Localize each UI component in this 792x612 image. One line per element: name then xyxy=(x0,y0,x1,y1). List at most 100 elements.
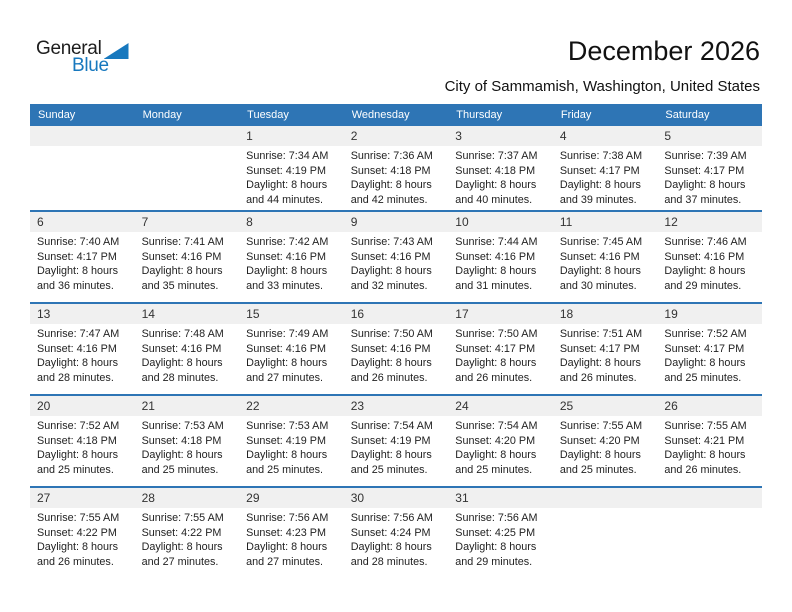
day-detail: Sunrise: 7:36 AM Sunset: 4:18 PM Daylight:… xyxy=(344,146,449,208)
day-number: 26 xyxy=(657,396,762,416)
day-number: 28 xyxy=(134,488,240,508)
sunset-text: Sunset: 4:22 PM xyxy=(141,526,222,539)
day-detail: Sunrise: 7:41 AM Sunset: 4:16 PM Daylight:… xyxy=(135,232,240,294)
calendar-day-cell-empty xyxy=(30,126,135,210)
calendar-weeks-container: 1 Sunrise: 7:34 AM Sunset: 4:19 PM Daylight… xyxy=(30,126,762,578)
calendar-day-cell-17: 17 Sunrise: 7:50 AM Sunset: 4:17 PM Dayligh… xyxy=(448,304,553,394)
calendar-day-cell-21: 21 Sunrise: 7:53 AM Sunset: 4:18 PM Dayligh… xyxy=(134,396,240,486)
calendar-day-cell-22: 22 Sunrise: 7:53 AM Sunset: 4:19 PM Dayligh… xyxy=(239,396,344,486)
sunrise-text: Sunrise: 7:53 AM xyxy=(141,420,224,432)
sunrise-text: Sunrise: 7:50 AM xyxy=(350,328,433,340)
sunrise-text: Sunrise: 7:55 AM xyxy=(664,420,747,432)
sunrise-text: Sunrise: 7:37 AM xyxy=(455,150,538,162)
calendar-day-cell-20: 20 Sunrise: 7:52 AM Sunset: 4:18 PM Dayligh… xyxy=(30,396,135,486)
day-number: 25 xyxy=(552,396,658,416)
sunset-text: Sunset: 4:16 PM xyxy=(350,250,431,263)
calendar-week-row: 20 Sunrise: 7:52 AM Sunset: 4:18 PM Dayligh… xyxy=(30,394,762,486)
daylight-text: Daylight: 8 hours and 26 minutes. xyxy=(559,357,641,385)
day-detail: Sunrise: 7:50 AM Sunset: 4:16 PM Daylight:… xyxy=(344,324,449,386)
logo-text-general: General xyxy=(36,38,102,59)
daylight-text: Daylight: 8 hours and 26 minutes. xyxy=(664,449,746,477)
day-detail: Sunrise: 7:51 AM Sunset: 4:17 PM Daylight:… xyxy=(553,324,658,386)
calendar-day-cell-14: 14 Sunrise: 7:48 AM Sunset: 4:16 PM Dayligh… xyxy=(134,304,240,394)
daylight-text: Daylight: 8 hours and 27 minutes. xyxy=(141,541,223,569)
sunrise-text: Sunrise: 7:49 AM xyxy=(246,328,329,340)
calendar-day-cell-7: 7 Sunrise: 7:41 AM Sunset: 4:16 PM Daylight… xyxy=(134,212,240,302)
day-detail: Sunrise: 7:47 AM Sunset: 4:16 PM Daylight:… xyxy=(30,324,135,386)
day-number xyxy=(134,126,240,146)
sunrise-text: Sunrise: 7:42 AM xyxy=(246,236,329,248)
daylight-text: Daylight: 8 hours and 39 minutes. xyxy=(559,179,641,207)
daylight-text: Daylight: 8 hours and 35 minutes. xyxy=(141,265,223,293)
daylight-text: Daylight: 8 hours and 32 minutes. xyxy=(350,265,432,293)
calendar-day-cell-29: 29 Sunrise: 7:56 AM Sunset: 4:23 PM Dayligh… xyxy=(239,488,344,578)
calendar-week-row: 1 Sunrise: 7:34 AM Sunset: 4:19 PM Daylight… xyxy=(30,126,762,210)
sunset-text: Sunset: 4:16 PM xyxy=(246,342,326,355)
day-detail: Sunrise: 7:37 AM Sunset: 4:18 PM Daylight:… xyxy=(448,146,553,208)
day-number: 22 xyxy=(239,396,344,416)
calendar-day-cell-26: 26 Sunrise: 7:55 AM Sunset: 4:21 PM Dayligh… xyxy=(657,396,762,486)
daylight-text: Daylight: 8 hours and 27 minutes. xyxy=(246,541,328,569)
day-number: 13 xyxy=(30,304,135,324)
day-number: 23 xyxy=(343,396,449,416)
sunset-text: Sunset: 4:17 PM xyxy=(37,250,117,263)
daylight-text: Daylight: 8 hours and 25 minutes. xyxy=(455,449,537,477)
daylight-text: Daylight: 8 hours and 31 minutes. xyxy=(455,265,537,293)
day-detail: Sunrise: 7:50 AM Sunset: 4:17 PM Daylight:… xyxy=(448,324,553,386)
day-detail: Sunrise: 7:45 AM Sunset: 4:16 PM Daylight:… xyxy=(553,232,658,294)
day-detail: Sunrise: 7:46 AM Sunset: 4:16 PM Daylight:… xyxy=(657,232,762,294)
day-number xyxy=(657,488,762,508)
sunrise-text: Sunrise: 7:48 AM xyxy=(141,328,224,340)
daylight-text: Daylight: 8 hours and 44 minutes. xyxy=(246,179,328,207)
day-number: 7 xyxy=(134,212,240,232)
sunset-text: Sunset: 4:16 PM xyxy=(246,250,326,263)
weekday-header-monday: Monday xyxy=(142,109,182,121)
calendar-day-cell-6: 6 Sunrise: 7:40 AM Sunset: 4:17 PM Daylight… xyxy=(30,212,135,302)
sunset-text: Sunset: 4:17 PM xyxy=(664,342,745,355)
daylight-text: Daylight: 8 hours and 28 minutes. xyxy=(37,357,119,385)
day-number: 16 xyxy=(343,304,449,324)
calendar-day-cell-24: 24 Sunrise: 7:54 AM Sunset: 4:20 PM Dayligh… xyxy=(448,396,553,486)
day-number: 17 xyxy=(448,304,553,324)
daylight-text: Daylight: 8 hours and 26 minutes. xyxy=(350,357,432,385)
sunset-text: Sunset: 4:19 PM xyxy=(246,164,326,177)
day-number: 2 xyxy=(343,126,449,146)
sunset-text: Sunset: 4:16 PM xyxy=(455,250,536,263)
daylight-text: Daylight: 8 hours and 25 minutes. xyxy=(350,449,432,477)
daylight-text: Daylight: 8 hours and 25 minutes. xyxy=(141,449,223,477)
daylight-text: Daylight: 8 hours and 30 minutes. xyxy=(559,265,641,293)
day-number: 15 xyxy=(239,304,344,324)
sunrise-text: Sunrise: 7:41 AM xyxy=(141,236,224,248)
sunset-text: Sunset: 4:23 PM xyxy=(246,526,326,539)
sunrise-text: Sunrise: 7:51 AM xyxy=(559,328,643,340)
sunrise-text: Sunrise: 7:36 AM xyxy=(350,150,433,162)
weekday-header-saturday: Saturday xyxy=(665,109,710,121)
day-detail: Sunrise: 7:54 AM Sunset: 4:20 PM Daylight:… xyxy=(448,416,553,478)
daylight-text: Daylight: 8 hours and 25 minutes. xyxy=(37,449,119,477)
calendar-day-cell-16: 16 Sunrise: 7:50 AM Sunset: 4:16 PM Dayligh… xyxy=(343,304,449,394)
day-number xyxy=(552,488,658,508)
day-detail: Sunrise: 7:54 AM Sunset: 4:19 PM Daylight:… xyxy=(344,416,449,478)
day-number: 10 xyxy=(448,212,553,232)
daylight-text: Daylight: 8 hours and 25 minutes. xyxy=(559,449,641,477)
calendar-week-row: 13 Sunrise: 7:47 AM Sunset: 4:16 PM Dayligh… xyxy=(30,302,762,394)
weekday-header-row: Sunday Monday Tuesday Wednesday Thursday Frid… xyxy=(30,104,762,126)
calendar-day-cell-12: 12 Sunrise: 7:46 AM Sunset: 4:16 PM Dayligh… xyxy=(657,212,762,302)
daylight-text: Daylight: 8 hours and 26 minutes. xyxy=(455,357,537,385)
day-number: 3 xyxy=(448,126,553,146)
day-number: 4 xyxy=(552,126,658,146)
day-number: 12 xyxy=(657,212,762,232)
calendar-day-cell-5: 5 Sunrise: 7:39 AM Sunset: 4:17 PM Daylight… xyxy=(657,126,762,210)
calendar-day-cell-empty xyxy=(552,488,658,578)
daylight-text: Daylight: 8 hours and 33 minutes. xyxy=(246,265,328,293)
calendar-day-cell-2: 2 Sunrise: 7:36 AM Sunset: 4:18 PM Daylight… xyxy=(343,126,449,210)
day-number: 24 xyxy=(448,396,553,416)
day-number: 27 xyxy=(30,488,135,508)
day-number: 14 xyxy=(134,304,240,324)
calendar-day-cell-9: 9 Sunrise: 7:43 AM Sunset: 4:16 PM Daylight… xyxy=(343,212,449,302)
sunset-text: Sunset: 4:17 PM xyxy=(559,164,640,177)
sunrise-text: Sunrise: 7:40 AM xyxy=(37,236,120,248)
day-number: 9 xyxy=(343,212,449,232)
calendar-day-cell-10: 10 Sunrise: 7:44 AM Sunset: 4:16 PM Dayligh… xyxy=(448,212,553,302)
calendar-day-cell-empty xyxy=(134,126,240,210)
